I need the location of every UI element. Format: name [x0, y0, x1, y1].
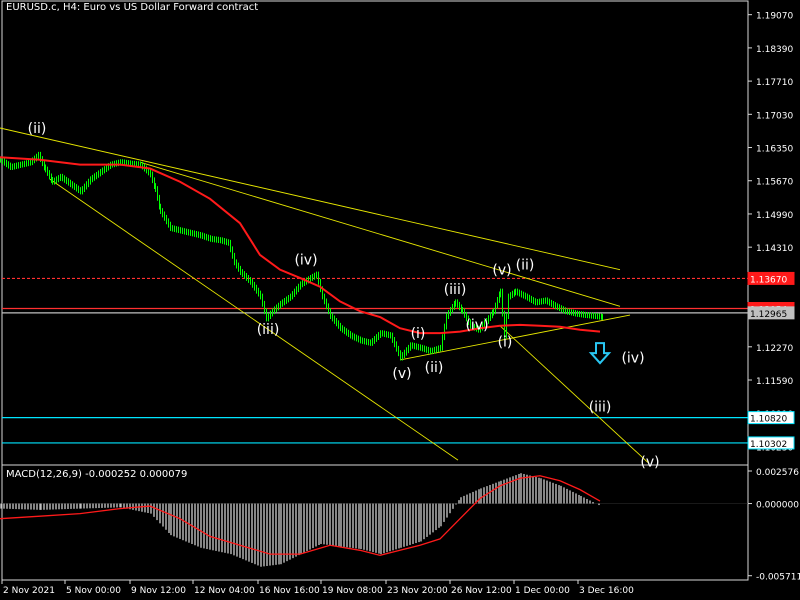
wave-label: (ii) [516, 258, 535, 274]
macd-chart-title: MACD(12,26,9) -0.000252 0.000079 [6, 469, 188, 480]
time-tick-label: 16 Nov 16:00 [259, 586, 320, 596]
level-price-tag [747, 411, 795, 425]
price-tick-label: 1.14990 [756, 211, 793, 221]
time-tick-label: 1 Dec 00:00 [515, 586, 570, 596]
time-tick-label: 23 Nov 20:00 [387, 586, 448, 596]
time-tick-label: 19 Nov 08:00 [322, 586, 383, 596]
time-tick-label: 26 Nov 12:00 [451, 586, 512, 596]
wave-label: (ii) [28, 121, 47, 137]
time-tick-label: 9 Nov 12:00 [131, 586, 186, 596]
macd-plot-frame [1, 464, 749, 581]
level-price-label: 1.12965 [750, 310, 787, 320]
time-tick-label: 12 Nov 04:00 [194, 586, 255, 596]
price-tick-label: 1.17710 [756, 78, 793, 88]
macd-tick-label: 0.002576 [756, 468, 799, 478]
time-tick-label: 3 Dec 16:00 [579, 586, 634, 596]
trend-line [0, 127, 621, 271]
wave-label: (ii) [425, 360, 444, 376]
price-tick-label: 1.18390 [756, 45, 793, 55]
wave-label: (i) [498, 334, 513, 350]
down-arrow-icon [588, 342, 612, 365]
time-tick-label: 2 Nov 2021 [3, 586, 55, 596]
price-tick-label: 1.17030 [756, 111, 793, 121]
trend-line [399, 314, 631, 361]
trend-line [499, 325, 649, 463]
price-tick-label: 1.19070 [756, 12, 793, 22]
wave-label: (v) [640, 454, 659, 470]
wave-label: (v) [492, 263, 511, 279]
macd-tick-label: -0.005711 [756, 573, 800, 583]
level-price-label: 1.10820 [750, 415, 787, 425]
level-price-tag [747, 306, 795, 320]
level-price-tag [747, 436, 795, 450]
wave-label: (iii) [257, 322, 280, 338]
price-tick-label: 1.12270 [756, 344, 793, 354]
wave-label: (iv) [465, 318, 488, 334]
wave-label: (iii) [444, 282, 467, 298]
time-tick-label: 5 Nov 00:00 [66, 586, 121, 596]
price-tick-label: 1.14310 [756, 244, 793, 254]
macd-tick-label: 0.000000 [756, 501, 799, 511]
trend-line [139, 161, 621, 307]
price-tick-label: 1.15670 [756, 178, 793, 188]
wave-label: (iv) [294, 253, 317, 269]
wave-label: (iii) [589, 399, 612, 415]
wave-label: (iv) [621, 350, 644, 366]
level-price-tag [747, 271, 795, 285]
wave-label: (i) [411, 326, 426, 342]
moving-average-line [0, 156, 601, 335]
macd-signal-line [0, 475, 601, 557]
trend-line [49, 178, 459, 461]
level-price-label: 1.13670 [750, 275, 787, 285]
wave-label: (v) [392, 366, 411, 382]
price-tick-label: 1.16350 [756, 145, 793, 155]
price-tick-label: 1.11590 [756, 377, 793, 387]
level-price-label: 1.10302 [750, 440, 787, 450]
main-chart-title: EURUSD.c, H4: Euro vs US Dollar Forward … [6, 2, 259, 13]
